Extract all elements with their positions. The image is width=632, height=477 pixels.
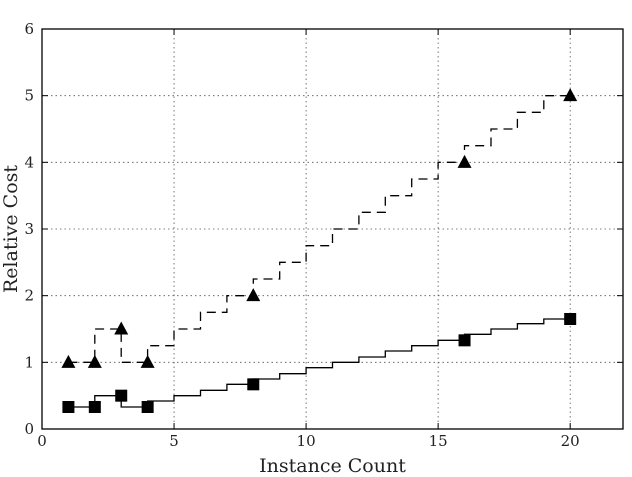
- triangle-marker: [140, 354, 155, 368]
- y-axis-label: Relative Cost: [0, 165, 22, 293]
- y-tick-label: 6: [24, 20, 34, 38]
- triangle-marker: [563, 88, 578, 102]
- grid: [42, 29, 623, 429]
- x-tick-label: 15: [429, 432, 448, 450]
- series-triangle: [61, 88, 578, 368]
- x-tick-label: 10: [297, 432, 316, 450]
- x-axis-label: Instance Count: [259, 455, 406, 477]
- series-line-triangle: [68, 95, 571, 363]
- y-tick-label: 2: [24, 287, 34, 305]
- y-tick-label: 3: [24, 220, 34, 238]
- plot-frame: [41, 28, 624, 430]
- y-tick-label: 1: [24, 353, 34, 371]
- x-tick-label: 0: [37, 432, 47, 450]
- triangle-marker: [87, 354, 102, 368]
- y-tick-label: 4: [24, 153, 34, 171]
- triangle-marker: [114, 321, 129, 335]
- x-tick-label: 20: [561, 432, 580, 450]
- x-tick-label: 5: [169, 432, 179, 450]
- square-marker: [564, 313, 577, 325]
- square-marker: [247, 378, 260, 391]
- series-square: [62, 313, 577, 413]
- square-marker: [141, 401, 154, 413]
- square-marker: [458, 334, 471, 347]
- square-marker: [62, 401, 75, 413]
- y-tick-label: 5: [24, 87, 34, 105]
- triangle-marker: [61, 354, 76, 368]
- square-marker: [115, 389, 128, 402]
- y-tick-label: 0: [24, 420, 34, 438]
- triangle-marker: [246, 288, 261, 302]
- triangle-marker: [457, 154, 472, 168]
- ticks: 0 5 10 15 20 0 1 2 3 4 5 6: [24, 20, 623, 450]
- square-marker: [88, 401, 101, 413]
- series-layer: [61, 88, 578, 413]
